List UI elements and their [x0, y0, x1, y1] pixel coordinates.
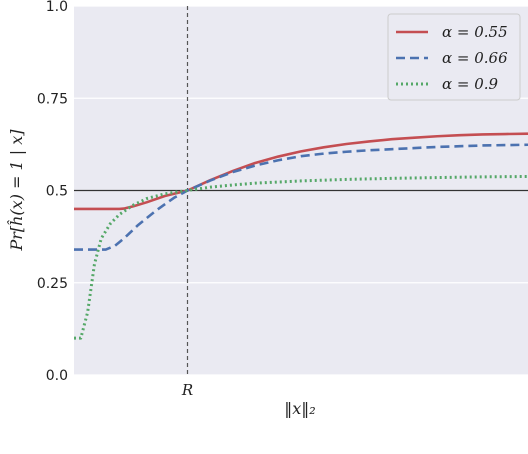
y-tick-label: 0.5: [46, 184, 68, 200]
series-line-3: [74, 174, 528, 340]
series-line-2: [74, 143, 528, 251]
legend-label: α = 0.66: [442, 49, 508, 67]
x-tick-labels: R: [181, 381, 193, 399]
legend-label: α = 0.55: [442, 23, 508, 41]
x-tick-label: R: [181, 381, 193, 399]
y-tick-label: 0.75: [37, 91, 68, 107]
y-tick-label: 0.0: [46, 368, 68, 384]
x-axis-label: ‖x‖₂: [284, 399, 315, 418]
series-group: [74, 132, 528, 340]
y-tick-label: 0.25: [37, 276, 68, 292]
legend-label: α = 0.9: [442, 75, 499, 93]
legend-box: [387, 13, 521, 101]
legend: α = 0.55 α = 0.66 α = 0.9: [387, 13, 521, 101]
y-tick-label: 1.0: [46, 0, 68, 15]
y-tick-labels: 0.0 0.25 0.5 0.75 1.0: [37, 0, 68, 384]
svg-text:Pr[ĥ(x) = 1 | x]: Pr[ĥ(x) = 1 | x]: [6, 129, 26, 252]
y-axis-label: Pr[ĥ(x) = 1 | x]: [6, 129, 26, 252]
